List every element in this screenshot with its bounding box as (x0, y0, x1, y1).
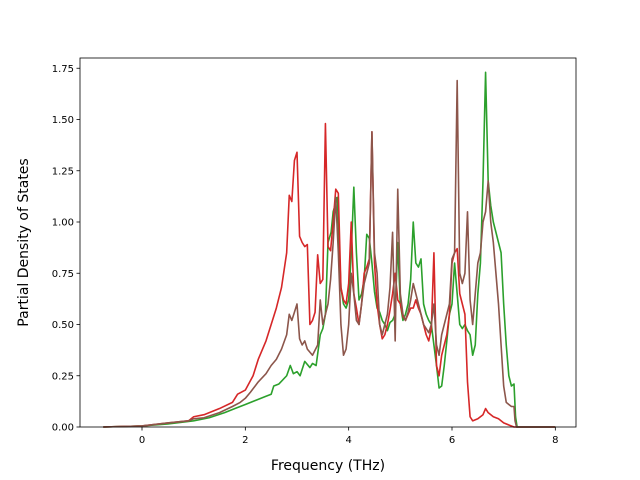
x-tick-label: 8 (552, 435, 558, 446)
x-tick-label: 2 (242, 435, 248, 446)
x-axis-label: Frequency (THz) (271, 458, 385, 474)
y-tick-label: 0.25 (52, 371, 74, 382)
x-tick-label: 4 (345, 435, 351, 446)
y-axis-label: Partial Density of States (16, 158, 32, 326)
plot-frame (79, 57, 577, 428)
y-tick-label: 1.50 (52, 115, 74, 126)
series-line-1 (103, 71, 556, 428)
x-axis: 0 2 4 6 8 (139, 427, 559, 446)
y-tick-label: 0.75 (52, 269, 74, 280)
y-tick-label: 1.75 (52, 64, 74, 75)
series-line-3 (103, 79, 556, 428)
x-tick-label: 6 (449, 435, 455, 446)
y-axis: 0.00 0.25 0.50 0.75 1.00 1.25 1.50 1.75 (52, 64, 80, 434)
y-tick-label: 0.00 (52, 423, 74, 434)
series-layer (103, 71, 556, 428)
y-tick-label: 1.25 (52, 166, 74, 177)
y-tick-label: 1.00 (52, 218, 74, 229)
x-tick-label: 0 (139, 435, 145, 446)
y-tick-label: 0.50 (52, 320, 74, 331)
